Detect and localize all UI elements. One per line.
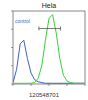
gate-end xyxy=(60,27,61,31)
chart: Hela control 120548701 xyxy=(0,0,88,100)
plot-frame xyxy=(13,11,85,84)
x-tick xyxy=(85,84,86,86)
y-tick xyxy=(11,65,13,66)
x-tick xyxy=(49,84,50,86)
x-tick xyxy=(67,84,68,86)
series-label: control xyxy=(15,18,30,24)
histogram-line xyxy=(13,40,85,83)
y-tick xyxy=(11,84,13,85)
y-tick xyxy=(11,11,13,12)
y-tick xyxy=(11,29,13,30)
caption: 120548701 xyxy=(29,92,60,98)
plot-area xyxy=(13,15,85,84)
x-tick xyxy=(13,84,14,86)
gate-bar xyxy=(39,28,61,29)
y-tick xyxy=(11,47,13,48)
title: Hela xyxy=(42,2,57,9)
gate-end xyxy=(38,27,39,31)
x-tick xyxy=(31,84,32,86)
histogram-line xyxy=(13,15,85,84)
